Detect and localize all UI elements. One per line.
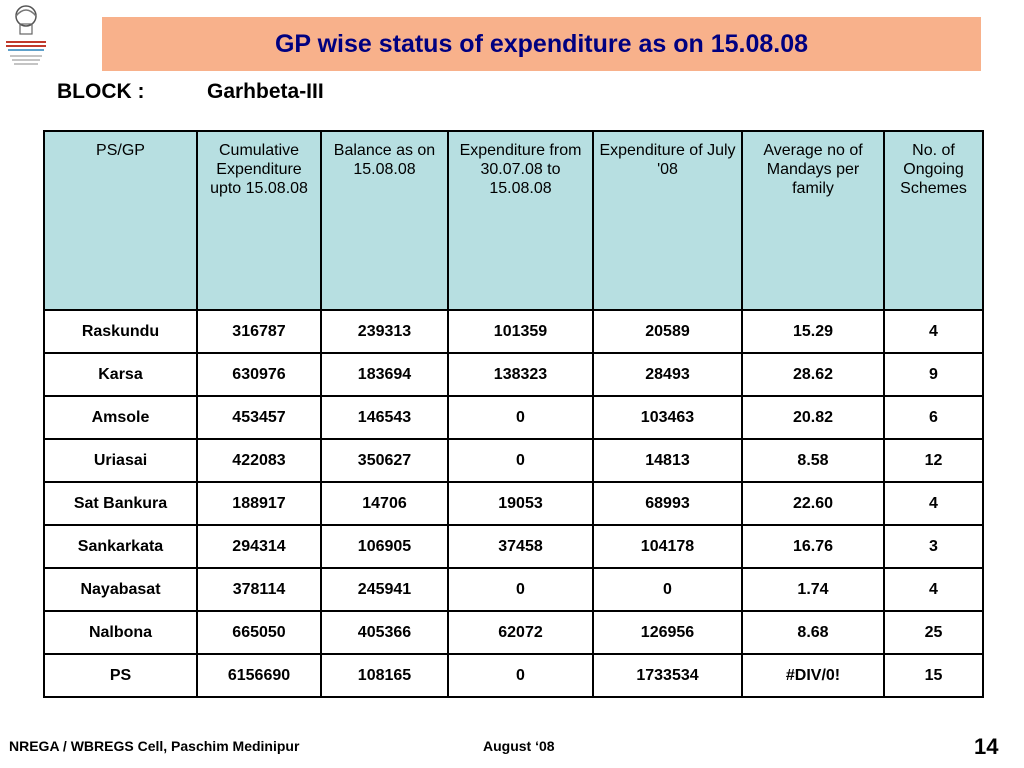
- cell-gp-name: Karsa: [43, 352, 198, 397]
- cell-average-mandays: #DIV/0!: [741, 653, 885, 698]
- cell-expenditure-period: 0: [447, 567, 594, 612]
- cell-gp-name: Uriasai: [43, 438, 198, 483]
- footer-date: August ‘08: [483, 738, 555, 754]
- cell-cumulative: 630976: [196, 352, 322, 397]
- cell-expenditure-july: 20589: [592, 309, 743, 354]
- cell-balance: 14706: [320, 481, 449, 526]
- cell-ongoing-schemes: 3: [883, 524, 984, 569]
- cell-cumulative: 188917: [196, 481, 322, 526]
- cell-expenditure-period: 62072: [447, 610, 594, 655]
- cell-gp-name: Sat Bankura: [43, 481, 198, 526]
- cell-expenditure-period: 0: [447, 395, 594, 440]
- cell-average-mandays: 8.58: [741, 438, 885, 483]
- cell-expenditure-july: 126956: [592, 610, 743, 655]
- block-label: BLOCK :: [57, 80, 145, 103]
- header-cumulative-expenditure: Cumulative Expenditure upto 15.08.08: [196, 130, 322, 311]
- cell-cumulative: 422083: [196, 438, 322, 483]
- cell-balance: 106905: [320, 524, 449, 569]
- table-row: Raskundu 316787 239313 101359 20589 15.2…: [43, 309, 984, 354]
- cell-expenditure-july: 28493: [592, 352, 743, 397]
- cell-cumulative: 665050: [196, 610, 322, 655]
- block-value: Garhbeta-III: [207, 80, 324, 103]
- cell-gp-name: Sankarkata: [43, 524, 198, 569]
- cell-average-mandays: 22.60: [741, 481, 885, 526]
- cell-ongoing-schemes: 4: [883, 567, 984, 612]
- cell-cumulative: 294314: [196, 524, 322, 569]
- cell-average-mandays: 15.29: [741, 309, 885, 354]
- cell-cumulative: 316787: [196, 309, 322, 354]
- page-number: 14: [974, 734, 999, 759]
- cell-balance: 146543: [320, 395, 449, 440]
- cell-expenditure-july: 1733534: [592, 653, 743, 698]
- nrega-logo-icon: [6, 5, 46, 65]
- table-row: Karsa 630976 183694 138323 28493 28.62 9: [43, 352, 984, 397]
- header-ps-gp: PS/GP: [43, 130, 198, 311]
- cell-balance: 245941: [320, 567, 449, 612]
- cell-expenditure-period: 101359: [447, 309, 594, 354]
- title-banner: GP wise status of expenditure as on 15.0…: [102, 17, 981, 71]
- table-row: Uriasai 422083 350627 0 14813 8.58 12: [43, 438, 984, 483]
- block-info: BLOCK : Garhbeta-III: [57, 80, 324, 104]
- cell-ongoing-schemes: 9: [883, 352, 984, 397]
- cell-expenditure-period: 138323: [447, 352, 594, 397]
- cell-average-mandays: 16.76: [741, 524, 885, 569]
- table-row: Nalbona 665050 405366 62072 126956 8.68 …: [43, 610, 984, 655]
- cell-balance: 239313: [320, 309, 449, 354]
- header-balance: Balance as on 15.08.08: [320, 130, 449, 311]
- cell-balance: 183694: [320, 352, 449, 397]
- header-ongoing-schemes: No. of Ongoing Schemes: [883, 130, 984, 311]
- cell-balance: 108165: [320, 653, 449, 698]
- table-row: Amsole 453457 146543 0 103463 20.82 6: [43, 395, 984, 440]
- cell-expenditure-july: 14813: [592, 438, 743, 483]
- table-row: PS 6156690 108165 0 1733534 #DIV/0! 15: [43, 653, 984, 698]
- table-row: Sat Bankura 188917 14706 19053 68993 22.…: [43, 481, 984, 526]
- cell-ongoing-schemes: 4: [883, 309, 984, 354]
- cell-expenditure-july: 103463: [592, 395, 743, 440]
- cell-expenditure-period: 19053: [447, 481, 594, 526]
- cell-ongoing-schemes: 15: [883, 653, 984, 698]
- cell-ongoing-schemes: 4: [883, 481, 984, 526]
- table-row: Sankarkata 294314 106905 37458 104178 16…: [43, 524, 984, 569]
- cell-gp-name: Nayabasat: [43, 567, 198, 612]
- cell-expenditure-period: 37458: [447, 524, 594, 569]
- cell-ongoing-schemes: 12: [883, 438, 984, 483]
- cell-average-mandays: 20.82: [741, 395, 885, 440]
- table-row: Nayabasat 378114 245941 0 0 1.74 4: [43, 567, 984, 612]
- cell-expenditure-period: 0: [447, 438, 594, 483]
- cell-average-mandays: 8.68: [741, 610, 885, 655]
- cell-cumulative: 6156690: [196, 653, 322, 698]
- cell-gp-name: Nalbona: [43, 610, 198, 655]
- cell-balance: 350627: [320, 438, 449, 483]
- table-header-row: PS/GP Cumulative Expenditure upto 15.08.…: [43, 130, 984, 311]
- cell-expenditure-july: 0: [592, 567, 743, 612]
- header-expenditure-july: Expenditure of July '08: [592, 130, 743, 311]
- cell-average-mandays: 28.62: [741, 352, 885, 397]
- cell-expenditure-july: 104178: [592, 524, 743, 569]
- cell-ongoing-schemes: 25: [883, 610, 984, 655]
- cell-average-mandays: 1.74: [741, 567, 885, 612]
- expenditure-table: PS/GP Cumulative Expenditure upto 15.08.…: [43, 130, 984, 698]
- cell-cumulative: 378114: [196, 567, 322, 612]
- header-average-mandays: Average no of Mandays per family: [741, 130, 885, 311]
- page-title: GP wise status of expenditure as on 15.0…: [274, 29, 809, 58]
- cell-ongoing-schemes: 6: [883, 395, 984, 440]
- cell-gp-name: PS: [43, 653, 198, 698]
- cell-gp-name: Raskundu: [43, 309, 198, 354]
- header-expenditure-period: Expenditure from 30.07.08 to 15.08.08: [447, 130, 594, 311]
- cell-expenditure-period: 0: [447, 653, 594, 698]
- footer-organization: NREGA / WBREGS Cell, Paschim Medinipur: [9, 738, 300, 754]
- cell-cumulative: 453457: [196, 395, 322, 440]
- cell-expenditure-july: 68993: [592, 481, 743, 526]
- cell-balance: 405366: [320, 610, 449, 655]
- cell-gp-name: Amsole: [43, 395, 198, 440]
